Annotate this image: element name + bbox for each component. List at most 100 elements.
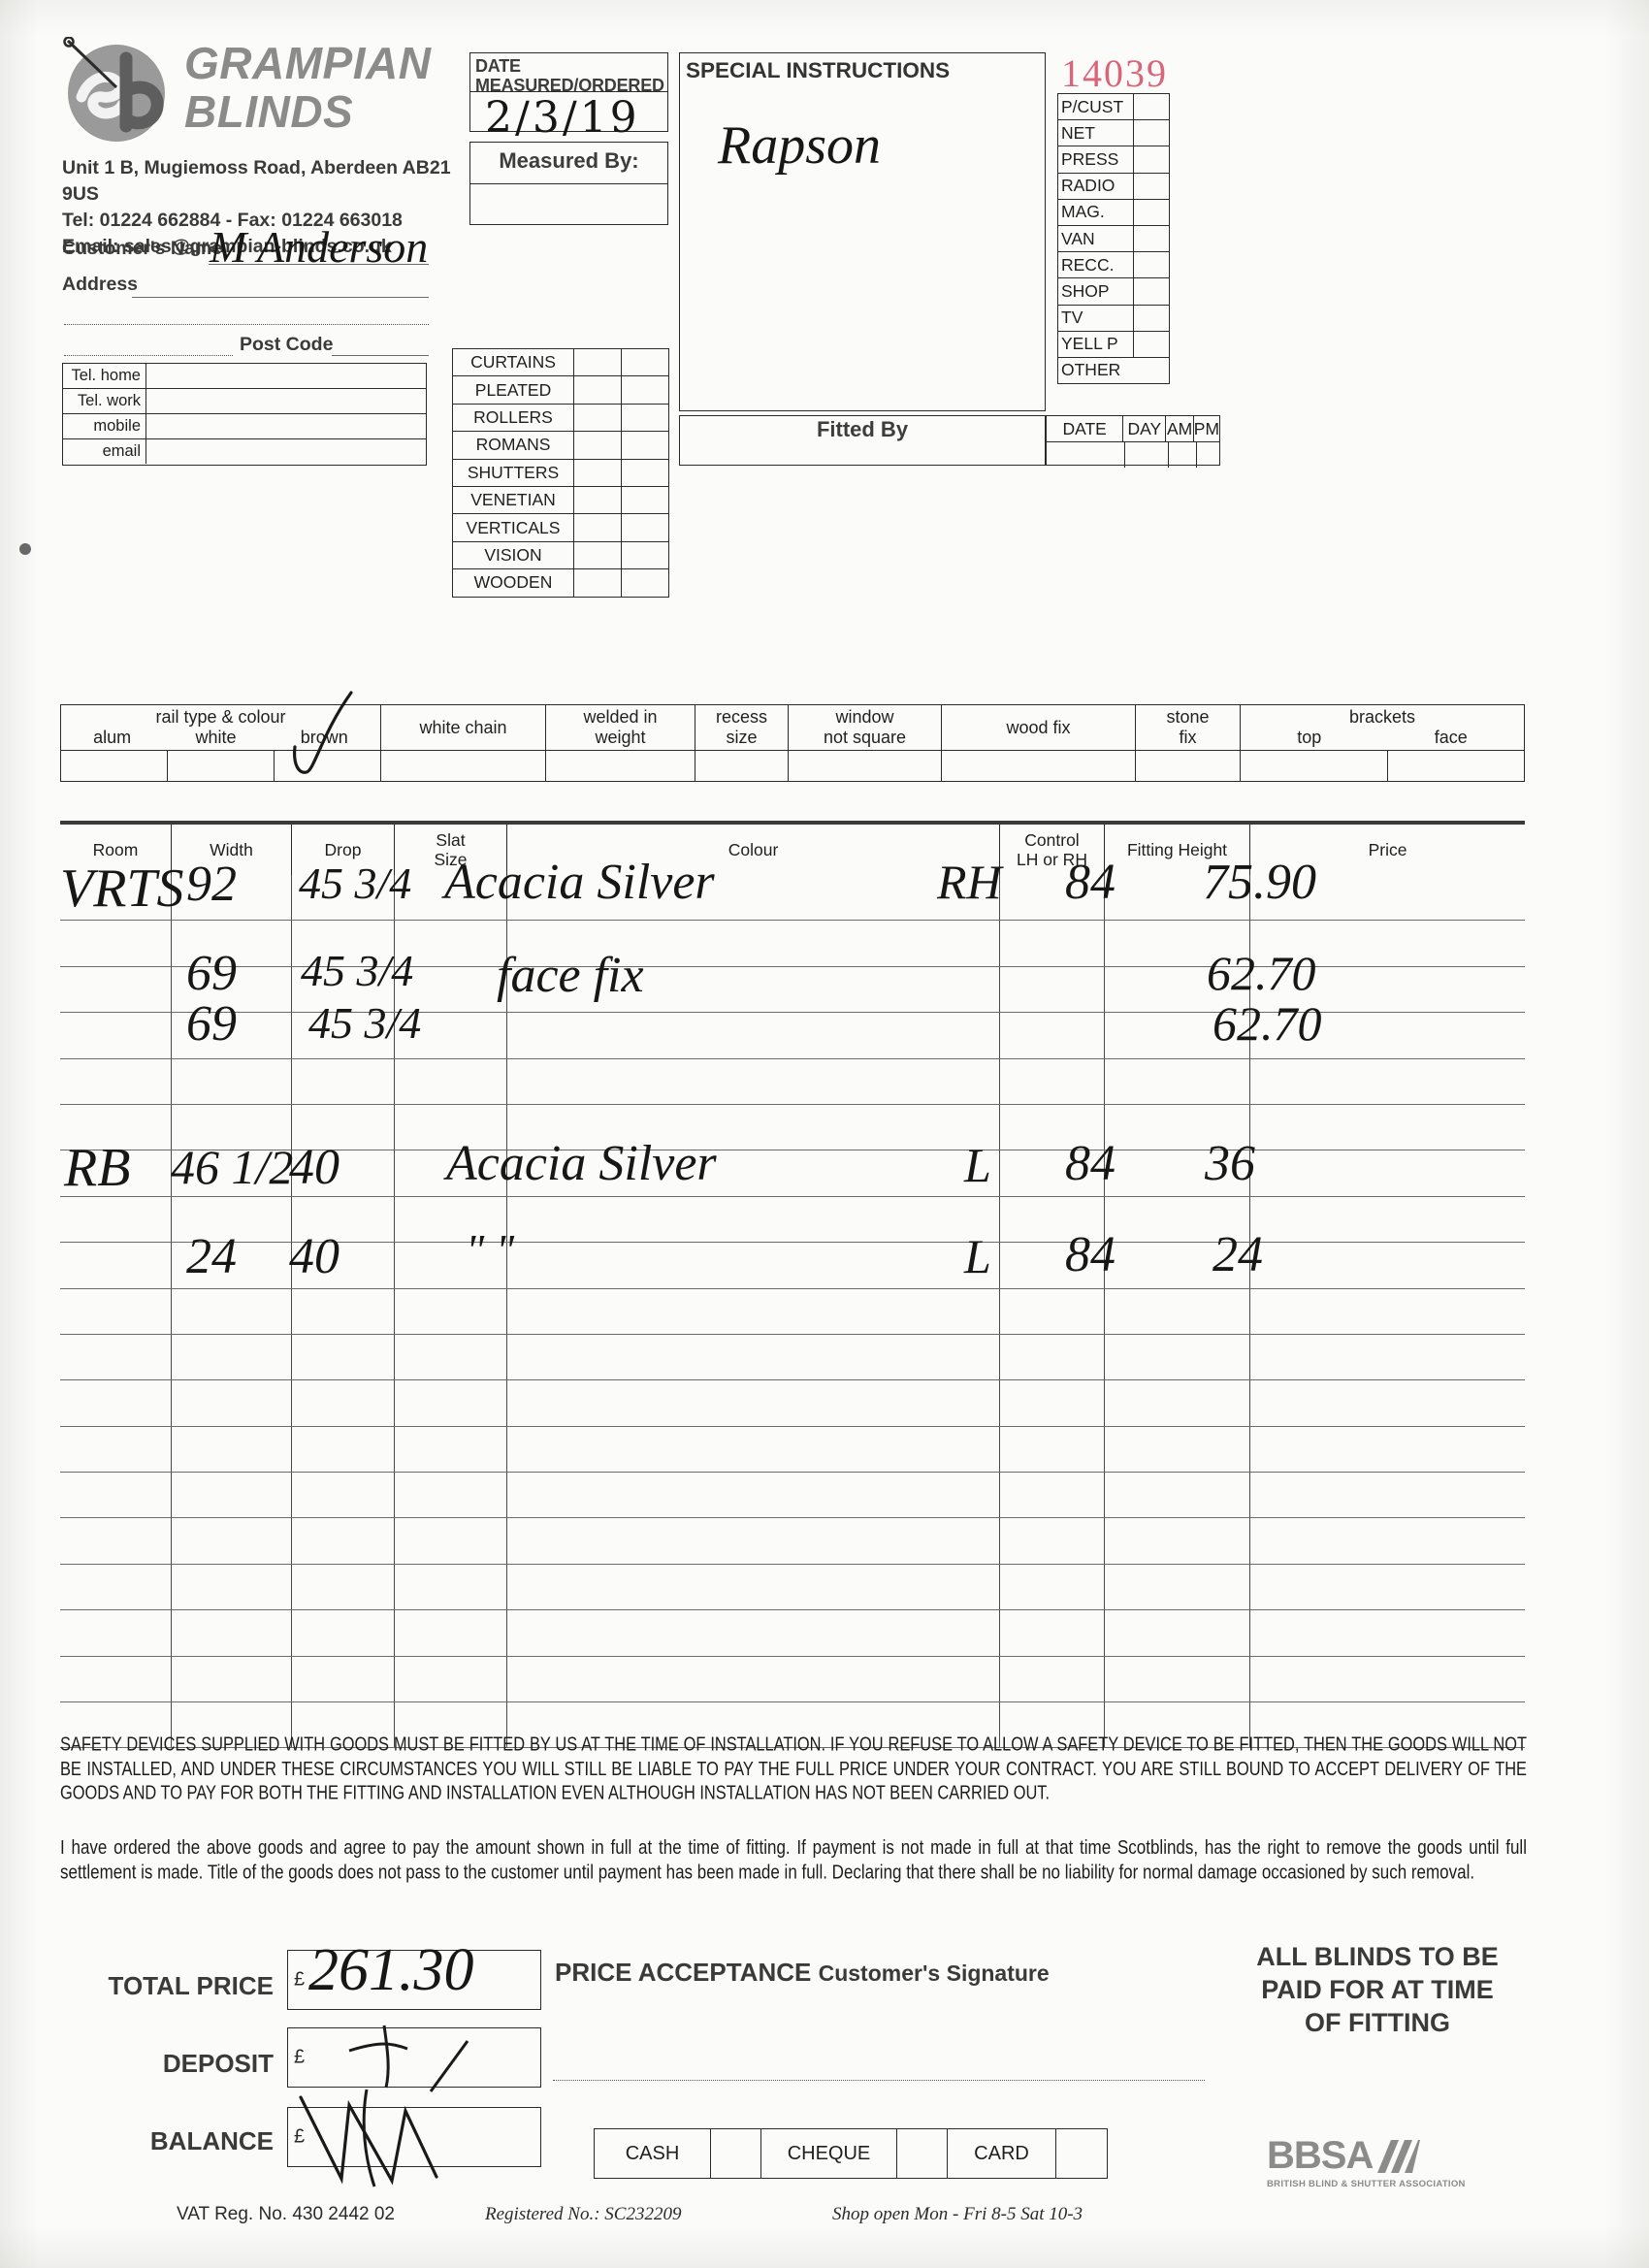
payment-tick-card[interactable] (1056, 2129, 1107, 2178)
table-cell[interactable] (1250, 1289, 1525, 1334)
table-cell[interactable] (172, 1610, 292, 1656)
table-cell[interactable] (172, 1150, 292, 1196)
table-cell[interactable] (395, 966, 507, 1013)
option-value-alum[interactable] (61, 751, 168, 782)
table-cell[interactable] (1250, 1150, 1525, 1195)
product-type-extra[interactable] (622, 376, 668, 403)
table-cell[interactable] (292, 1702, 395, 1748)
table-cell[interactable] (1105, 875, 1250, 921)
table-cell[interactable] (395, 1380, 507, 1426)
table-cell[interactable] (60, 1380, 172, 1426)
table-cell[interactable] (1250, 1013, 1525, 1057)
table-cell[interactable] (172, 1243, 292, 1288)
table-cell[interactable] (292, 1426, 395, 1473)
table-cell[interactable] (1000, 1656, 1105, 1702)
table-cell[interactable] (292, 1564, 395, 1610)
table-cell[interactable] (1000, 1288, 1105, 1334)
table-cell[interactable] (292, 1288, 395, 1334)
table-row[interactable] (60, 1150, 1525, 1197)
table-row[interactable] (60, 1013, 1525, 1059)
table-row[interactable] (60, 1243, 1525, 1289)
table-cell[interactable] (1105, 966, 1250, 1013)
product-type-tick-romans[interactable] (574, 432, 622, 459)
product-type-tick-shutters[interactable] (574, 459, 622, 486)
table-cell[interactable] (172, 921, 292, 966)
table-cell[interactable] (1000, 966, 1105, 1013)
table-cell[interactable] (395, 1013, 507, 1058)
product-type-tick-verticals[interactable] (574, 514, 622, 541)
table-cell[interactable] (1250, 1059, 1525, 1104)
table-cell[interactable] (292, 875, 395, 921)
table-cell[interactable] (1105, 1426, 1250, 1473)
lead-source-tick-press[interactable] (1134, 146, 1169, 172)
table-cell[interactable] (292, 1150, 395, 1196)
table-cell[interactable] (60, 1610, 172, 1656)
table-row[interactable] (60, 1702, 1525, 1749)
option-value-window-not-square[interactable] (789, 751, 942, 782)
table-cell[interactable] (60, 1426, 172, 1473)
table-cell[interactable] (292, 1013, 395, 1058)
table-cell[interactable] (1000, 1702, 1105, 1748)
table-cell[interactable] (60, 1473, 172, 1518)
table-cell[interactable] (507, 1473, 1000, 1518)
table-cell[interactable] (292, 1380, 395, 1426)
table-row[interactable] (60, 1656, 1525, 1703)
table-cell[interactable] (1250, 1197, 1525, 1242)
table-cell[interactable] (172, 1334, 292, 1380)
table-row[interactable] (60, 1196, 1525, 1244)
payment-tick-cash[interactable] (711, 2129, 761, 2178)
table-cell[interactable] (395, 1518, 507, 1564)
table-row[interactable] (60, 875, 1525, 922)
table-cell[interactable] (292, 1473, 395, 1518)
option-value-brown[interactable] (275, 751, 381, 782)
table-cell[interactable] (60, 1013, 172, 1058)
table-cell[interactable] (172, 1013, 292, 1058)
table-cell[interactable] (1250, 1518, 1525, 1563)
lead-source-tick-other[interactable] (1133, 358, 1169, 383)
table-cell[interactable] (507, 1150, 1000, 1196)
table-cell[interactable] (1105, 1518, 1250, 1564)
table-cell[interactable] (507, 1334, 1000, 1380)
table-cell[interactable] (1250, 1380, 1525, 1425)
table-cell[interactable] (395, 1150, 507, 1196)
contact-value-tel-home[interactable] (146, 364, 426, 388)
table-cell[interactable] (507, 1702, 1000, 1748)
table-cell[interactable] (1105, 1610, 1250, 1656)
product-type-extra[interactable] (622, 542, 668, 568)
table-cell[interactable] (1000, 1610, 1105, 1656)
table-cell[interactable] (395, 1564, 507, 1610)
table-cell[interactable] (172, 1104, 292, 1150)
table-cell[interactable] (1105, 1196, 1250, 1243)
product-type-tick-curtains[interactable] (574, 349, 622, 376)
table-row[interactable] (60, 1473, 1525, 1519)
lead-source-tick-mag[interactable] (1134, 200, 1169, 225)
table-cell[interactable] (507, 1426, 1000, 1473)
table-cell[interactable] (507, 1196, 1000, 1243)
table-cell[interactable] (292, 1104, 395, 1150)
table-cell[interactable] (507, 966, 1000, 1013)
table-cell[interactable] (60, 966, 172, 1013)
table-cell[interactable] (395, 875, 507, 921)
table-cell[interactable] (507, 1058, 1000, 1104)
table-cell[interactable] (172, 1380, 292, 1426)
table-cell[interactable] (172, 1196, 292, 1243)
fitted-by-value-am[interactable] (1169, 442, 1197, 468)
table-cell[interactable] (172, 1058, 292, 1104)
date-value-field[interactable] (470, 91, 667, 131)
table-cell[interactable] (1105, 1058, 1250, 1104)
table-cell[interactable] (1000, 1150, 1105, 1196)
option-value-white-chain[interactable] (381, 751, 546, 782)
product-type-tick-wooden[interactable] (574, 569, 622, 597)
table-cell[interactable] (1000, 1243, 1105, 1288)
table-cell[interactable] (1250, 1243, 1525, 1287)
table-row[interactable] (60, 1104, 1525, 1151)
table-cell[interactable] (292, 1656, 395, 1702)
table-cell[interactable] (507, 1380, 1000, 1426)
table-cell[interactable] (1000, 1564, 1105, 1610)
table-cell[interactable] (1105, 1702, 1250, 1748)
product-type-extra[interactable] (622, 460, 668, 486)
lead-source-tick-shop[interactable] (1134, 278, 1169, 304)
table-cell[interactable] (172, 1473, 292, 1518)
table-cell[interactable] (1250, 967, 1525, 1012)
table-cell[interactable] (507, 1243, 1000, 1288)
